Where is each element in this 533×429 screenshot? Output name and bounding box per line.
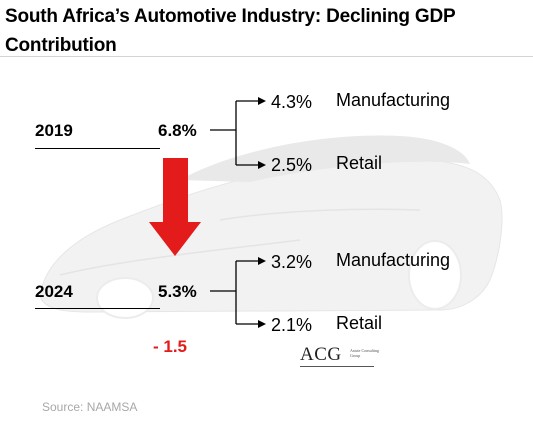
total-2024: 5.3% [158, 282, 197, 301]
retail-value-2024: 2.1% [271, 315, 313, 335]
acg-logo: ACG Astute Consulting Group [300, 345, 380, 367]
arrowhead-2024-retail [258, 320, 266, 328]
arrowhead-2024-manufacturing [258, 257, 266, 265]
total-2019: 6.8% [158, 121, 197, 140]
year-underline-2019 [35, 148, 160, 149]
arrowhead-2019-manufacturing [258, 97, 266, 105]
year-underline-2024 [35, 308, 160, 309]
retail-value-2019: 2.5% [271, 155, 313, 175]
down-arrow-icon [149, 158, 201, 256]
logo-text: ACG [300, 344, 342, 365]
year-label-2024: 2024 [35, 282, 73, 301]
source-note: Source: NAAMSA [42, 400, 138, 414]
logo-underline [300, 366, 374, 367]
year-label-2019: 2019 [35, 121, 73, 140]
manufacturing-value-2019: 4.3% [271, 92, 313, 112]
arrowhead-2019-retail [258, 161, 266, 169]
page-title: South Africa’s Automotive Industry: Decl… [5, 6, 456, 56]
car-silhouette-icon [39, 135, 503, 319]
manufacturing-value-2024: 3.2% [271, 252, 313, 272]
manufacturing-label-2019: Manufacturing [336, 90, 451, 110]
retail-label-2019: Retail [336, 153, 383, 173]
title-divider [0, 56, 533, 57]
gdp-change-value: - 1.5 [153, 337, 188, 356]
manufacturing-label-2024: Manufacturing [336, 250, 451, 270]
logo-subtitle: Astute Consulting Group [350, 348, 380, 358]
retail-label-2024: Retail [336, 313, 383, 333]
